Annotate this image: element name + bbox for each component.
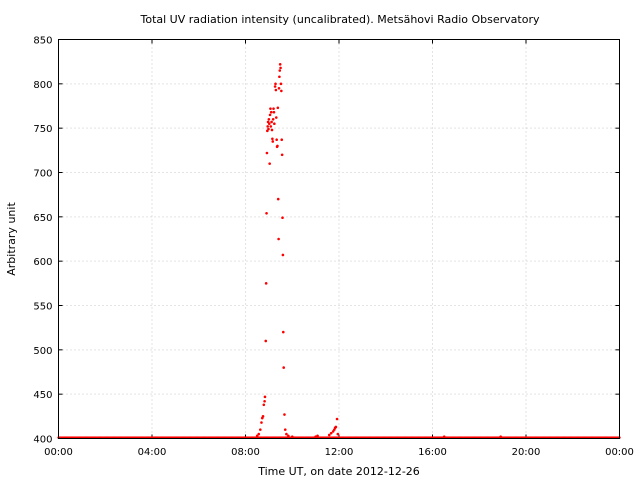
data-point xyxy=(281,330,285,334)
data-point xyxy=(261,415,265,418)
data-point xyxy=(274,88,278,92)
data-point xyxy=(273,122,276,126)
data-point xyxy=(276,144,279,148)
ticks: 00:00 04:00 08:00 12:00 16:00 20:00 00:0040045… xyxy=(33,36,634,459)
data-point xyxy=(499,435,502,439)
data-point xyxy=(268,162,271,165)
data-point xyxy=(269,110,273,114)
y-axis-label: Arbitrary unit xyxy=(5,202,18,276)
data-point xyxy=(255,434,259,438)
data-point xyxy=(265,211,268,215)
data-point xyxy=(327,433,331,437)
y-tick-label: 750 xyxy=(33,124,52,135)
data-point xyxy=(267,122,271,126)
data-point xyxy=(271,140,275,143)
grid xyxy=(58,39,620,439)
data-point xyxy=(263,399,266,403)
data-point xyxy=(267,118,271,121)
data-point xyxy=(280,153,284,157)
data-point xyxy=(278,75,281,79)
data-point xyxy=(270,120,273,124)
data-point xyxy=(278,63,282,66)
y-tick-label: 400 xyxy=(33,435,52,446)
data-point xyxy=(275,138,278,141)
x-tick-label: 00:00 xyxy=(605,447,634,458)
data-point xyxy=(266,125,270,128)
data-point xyxy=(276,197,280,201)
data-point xyxy=(274,82,277,86)
data-point xyxy=(271,118,275,121)
data-point xyxy=(285,432,288,436)
data-point xyxy=(336,432,340,436)
data-point xyxy=(277,86,281,90)
chart-title: Total UV radiation intensity (uncalibrat… xyxy=(140,13,540,26)
data-point xyxy=(283,428,287,431)
data-point xyxy=(276,106,280,110)
x-tick-label: 12:00 xyxy=(325,447,354,458)
data-point xyxy=(269,125,273,128)
data-point xyxy=(334,425,338,429)
data-point xyxy=(279,66,282,70)
data-point xyxy=(442,435,446,439)
data-point xyxy=(279,82,283,86)
data-point xyxy=(262,403,266,407)
x-tick-label: 20:00 xyxy=(512,447,541,458)
x-tick-label: 16:00 xyxy=(418,447,447,458)
data-point xyxy=(273,85,277,88)
y-tick-label: 800 xyxy=(33,80,52,91)
data-point xyxy=(263,395,267,399)
data-point xyxy=(269,107,272,110)
x-tick-label: 04:00 xyxy=(138,447,167,458)
data-point xyxy=(270,128,274,132)
data-point xyxy=(314,435,317,439)
data-point xyxy=(283,413,286,416)
data-point xyxy=(264,339,268,343)
data-point xyxy=(280,138,284,141)
plot-frame xyxy=(58,39,620,439)
data-point xyxy=(257,432,261,436)
y-tick-label: 700 xyxy=(33,169,52,180)
data-point xyxy=(281,253,285,257)
y-tick-label: 500 xyxy=(33,346,52,357)
data-point xyxy=(335,417,339,421)
data-point xyxy=(290,435,294,439)
data-point xyxy=(260,421,263,424)
y-tick-label: 850 xyxy=(33,36,52,47)
data-point xyxy=(277,237,280,241)
data-series xyxy=(57,63,621,439)
data-point xyxy=(272,107,275,110)
y-tick-label: 600 xyxy=(33,257,52,268)
data-point xyxy=(272,110,276,114)
y-tick-label: 550 xyxy=(33,302,52,313)
data-point xyxy=(265,151,269,155)
x-tick-label: 00:00 xyxy=(44,447,73,458)
data-point xyxy=(329,431,333,435)
data-point xyxy=(316,434,319,438)
y-tick-label: 450 xyxy=(33,390,52,401)
data-point xyxy=(271,137,274,141)
x-axis-label: Time UT, on date 2012-12-26 xyxy=(257,465,420,478)
data-point xyxy=(274,116,278,119)
data-point xyxy=(287,434,290,438)
data-point xyxy=(278,69,282,72)
data-point xyxy=(264,282,268,285)
data-point xyxy=(267,127,270,131)
data-point xyxy=(268,113,272,117)
data-point xyxy=(282,366,285,369)
data-point xyxy=(281,216,284,220)
x-tick-label: 08:00 xyxy=(231,447,260,458)
data-point xyxy=(259,428,262,431)
y-tick-label: 650 xyxy=(33,213,52,224)
data-point xyxy=(280,89,283,93)
